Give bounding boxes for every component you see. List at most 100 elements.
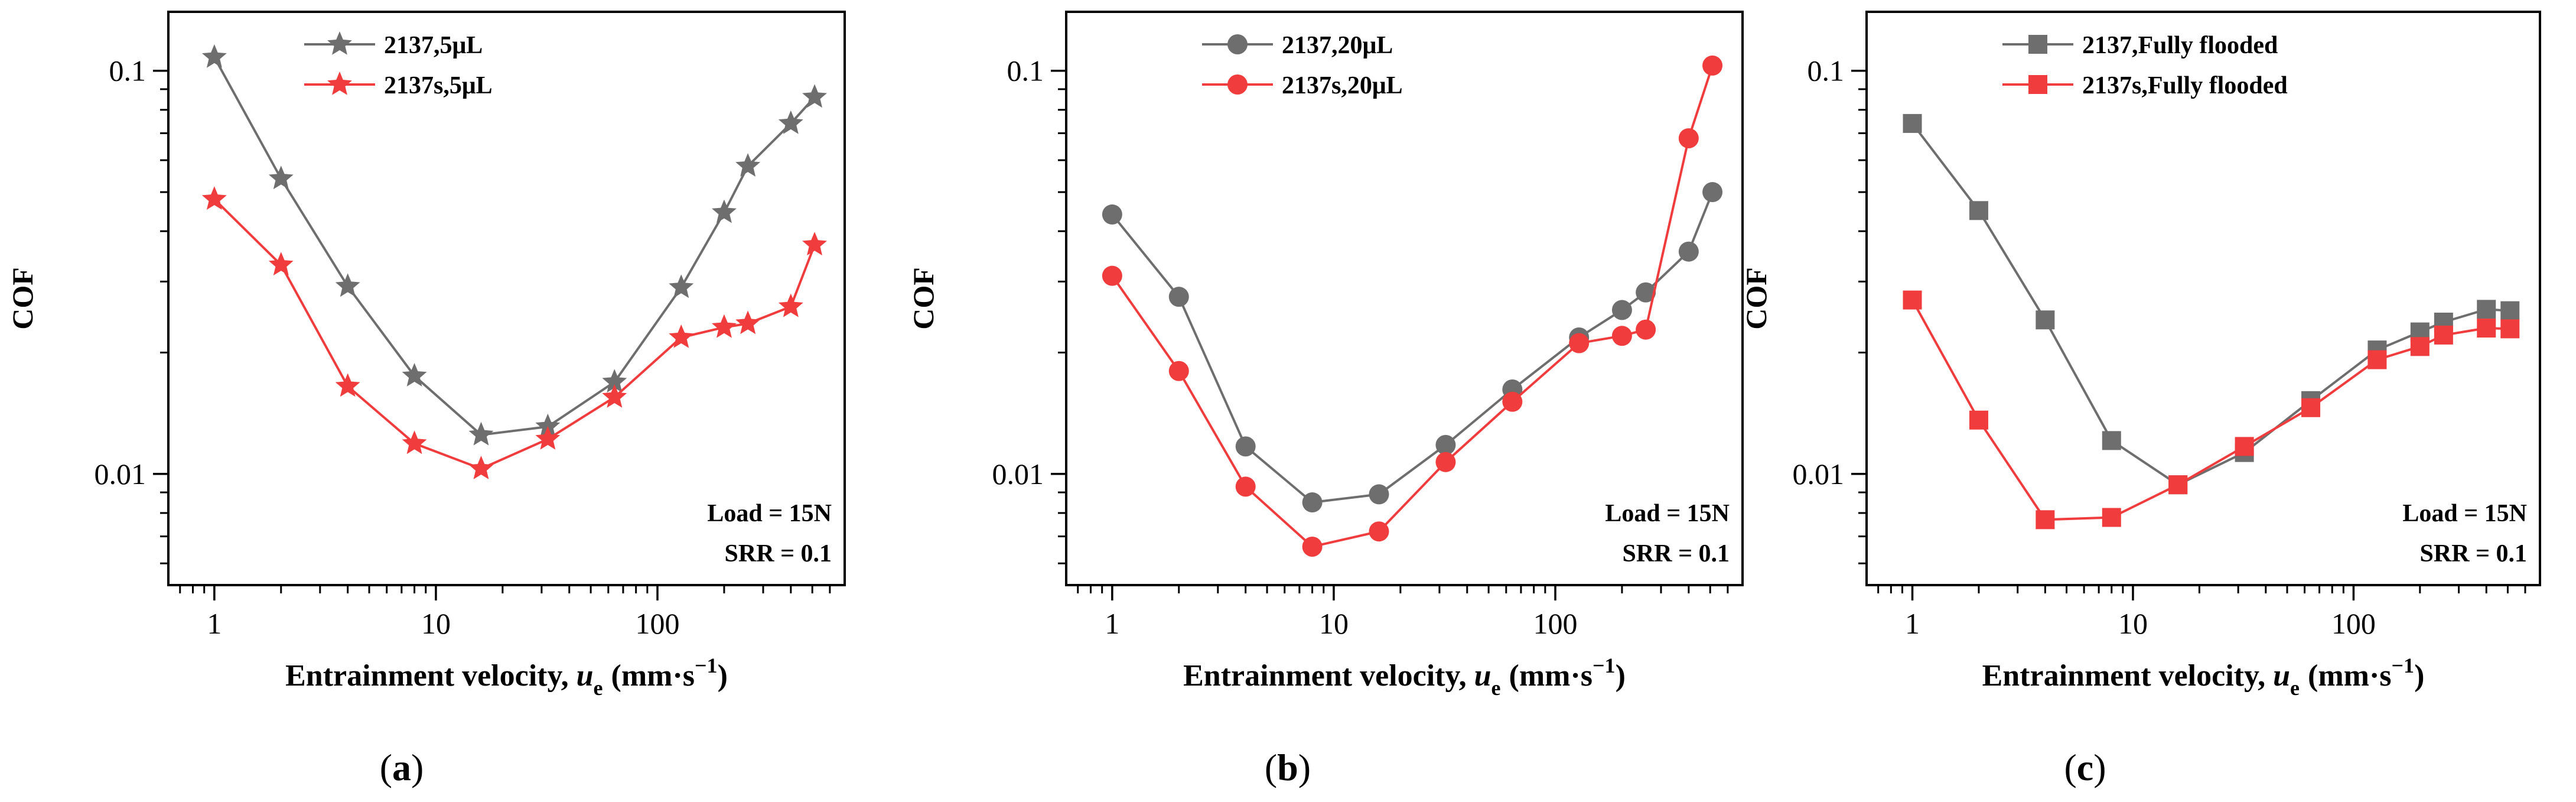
panel-caption: (b)	[1265, 746, 1311, 788]
x-tick-label: 10	[2118, 607, 2148, 640]
x-minor-ticks	[1877, 585, 2526, 593]
plot-frame	[167, 11, 846, 586]
legend-entry: 2137,5μL	[384, 32, 483, 59]
data-point	[268, 165, 294, 190]
data-point	[1168, 361, 1189, 381]
data-point	[1969, 201, 1988, 220]
data-point	[802, 84, 827, 108]
data-point	[602, 384, 627, 408]
data-point	[669, 324, 694, 348]
data-point	[712, 199, 737, 223]
y-tick-label: 0.1	[1007, 54, 1044, 87]
annotation: SRR = 0.1	[725, 540, 832, 567]
legend-marker	[1227, 74, 1248, 95]
data-point	[2500, 319, 2520, 339]
legend-entry: 2137s,5μL	[384, 72, 493, 99]
data-point	[802, 232, 827, 256]
annotation: SRR = 0.1	[1623, 540, 1730, 567]
series-1	[1903, 290, 2520, 530]
data-point	[1102, 265, 1122, 286]
data-point	[1369, 484, 1389, 505]
panel-caption: (a)	[380, 746, 424, 788]
data-point	[2477, 319, 2496, 338]
data-point	[778, 293, 803, 317]
panel-caption: (c)	[2064, 746, 2106, 788]
legend: 2137,Fully flooded 2137s,Fully flooded	[2002, 32, 2288, 99]
data-point	[735, 153, 761, 177]
data-point	[1502, 391, 1523, 412]
x-tick-label: 10	[1319, 607, 1349, 640]
y-tick-label: 0.01	[1793, 457, 1845, 491]
data-point	[1702, 55, 1723, 76]
x-tick-label: 10	[421, 607, 451, 640]
plot-frame	[1865, 11, 2541, 586]
series-0	[1903, 113, 2520, 495]
data-point	[468, 456, 494, 479]
data-point	[268, 252, 294, 275]
series-0	[201, 44, 827, 446]
annotation: Load = 15N	[707, 500, 832, 527]
data-point	[201, 44, 227, 68]
data-point	[1235, 476, 1256, 497]
series-line	[1911, 122, 2510, 486]
x-tick-label: 100	[1533, 607, 1578, 640]
data-point	[468, 421, 494, 446]
data-point	[1168, 287, 1189, 307]
legend: 2137,5μL 2137s,5μL	[304, 31, 493, 99]
legend-marker	[327, 31, 352, 55]
annotation: Load = 15N	[2402, 500, 2527, 527]
legend-marker	[1227, 34, 1248, 54]
legend-entry: 2137s,Fully flooded	[2082, 72, 2288, 99]
chart-panel-b: 1 10 100 0.01 0.1 2137,20μL 2137s,20μL Load = 1…	[907, 11, 1744, 788]
data-point	[778, 110, 803, 134]
y-minor-ticks	[1858, 88, 1867, 564]
data-point	[2434, 325, 2453, 345]
data-point	[335, 273, 360, 297]
chart-panel-a: 1 10 100 0.01 0.1 2137,5μL 2137s,5μL Load = 15N…	[6, 11, 846, 788]
data-point	[1435, 452, 1456, 472]
data-point	[1611, 326, 1632, 346]
data-point	[402, 363, 427, 387]
data-point	[1102, 204, 1122, 225]
data-point	[1435, 434, 1456, 455]
data-point	[1569, 333, 1590, 353]
y-minor-ticks	[1058, 88, 1066, 564]
y-axis-label: COF	[907, 267, 940, 330]
data-point	[1903, 290, 1922, 310]
annotation: Load = 15N	[1605, 500, 1730, 527]
x-axis-label: Entrainment velocity, ue (mm·s−1)	[285, 654, 728, 700]
x-tick-label: 100	[2331, 607, 2376, 640]
data-point	[1235, 436, 1256, 457]
data-point	[535, 426, 561, 450]
data-point	[1678, 128, 1699, 148]
x-axis-label: Entrainment velocity, ue (mm·s−1)	[1982, 654, 2425, 700]
data-point	[2301, 398, 2321, 417]
legend-entry: 2137,20μL	[1282, 32, 1393, 59]
x-tick-label: 1	[1105, 607, 1119, 640]
series-line	[1111, 191, 1714, 504]
series-1	[1102, 55, 1723, 557]
y-tick-label: 0.01	[95, 457, 146, 491]
data-point	[669, 274, 694, 298]
y-axis-label: COF	[6, 267, 39, 330]
data-point	[2102, 431, 2121, 450]
data-point	[1611, 300, 1632, 320]
data-point	[335, 373, 360, 397]
data-point	[201, 186, 227, 210]
data-point	[602, 369, 627, 393]
y-minor-ticks	[160, 88, 168, 564]
data-point	[402, 430, 427, 454]
data-point	[1969, 410, 1988, 430]
data-point	[2235, 437, 2254, 456]
plot-frame	[1065, 11, 1744, 586]
data-point	[1636, 282, 1656, 303]
x-tick-label: 1	[1905, 607, 1920, 640]
data-point	[1903, 113, 1922, 133]
series-0	[1102, 182, 1723, 513]
panels: 1 10 100 0.01 0.1 2137,5μL 2137s,5μL Load = 15N…	[6, 11, 2541, 788]
data-point	[2036, 310, 2055, 330]
series-line	[213, 56, 816, 436]
data-point	[2410, 337, 2430, 356]
legend-entry: 2137s,20μL	[1282, 72, 1403, 99]
legend: 2137,20μL 2137s,20μL	[1202, 32, 1403, 99]
